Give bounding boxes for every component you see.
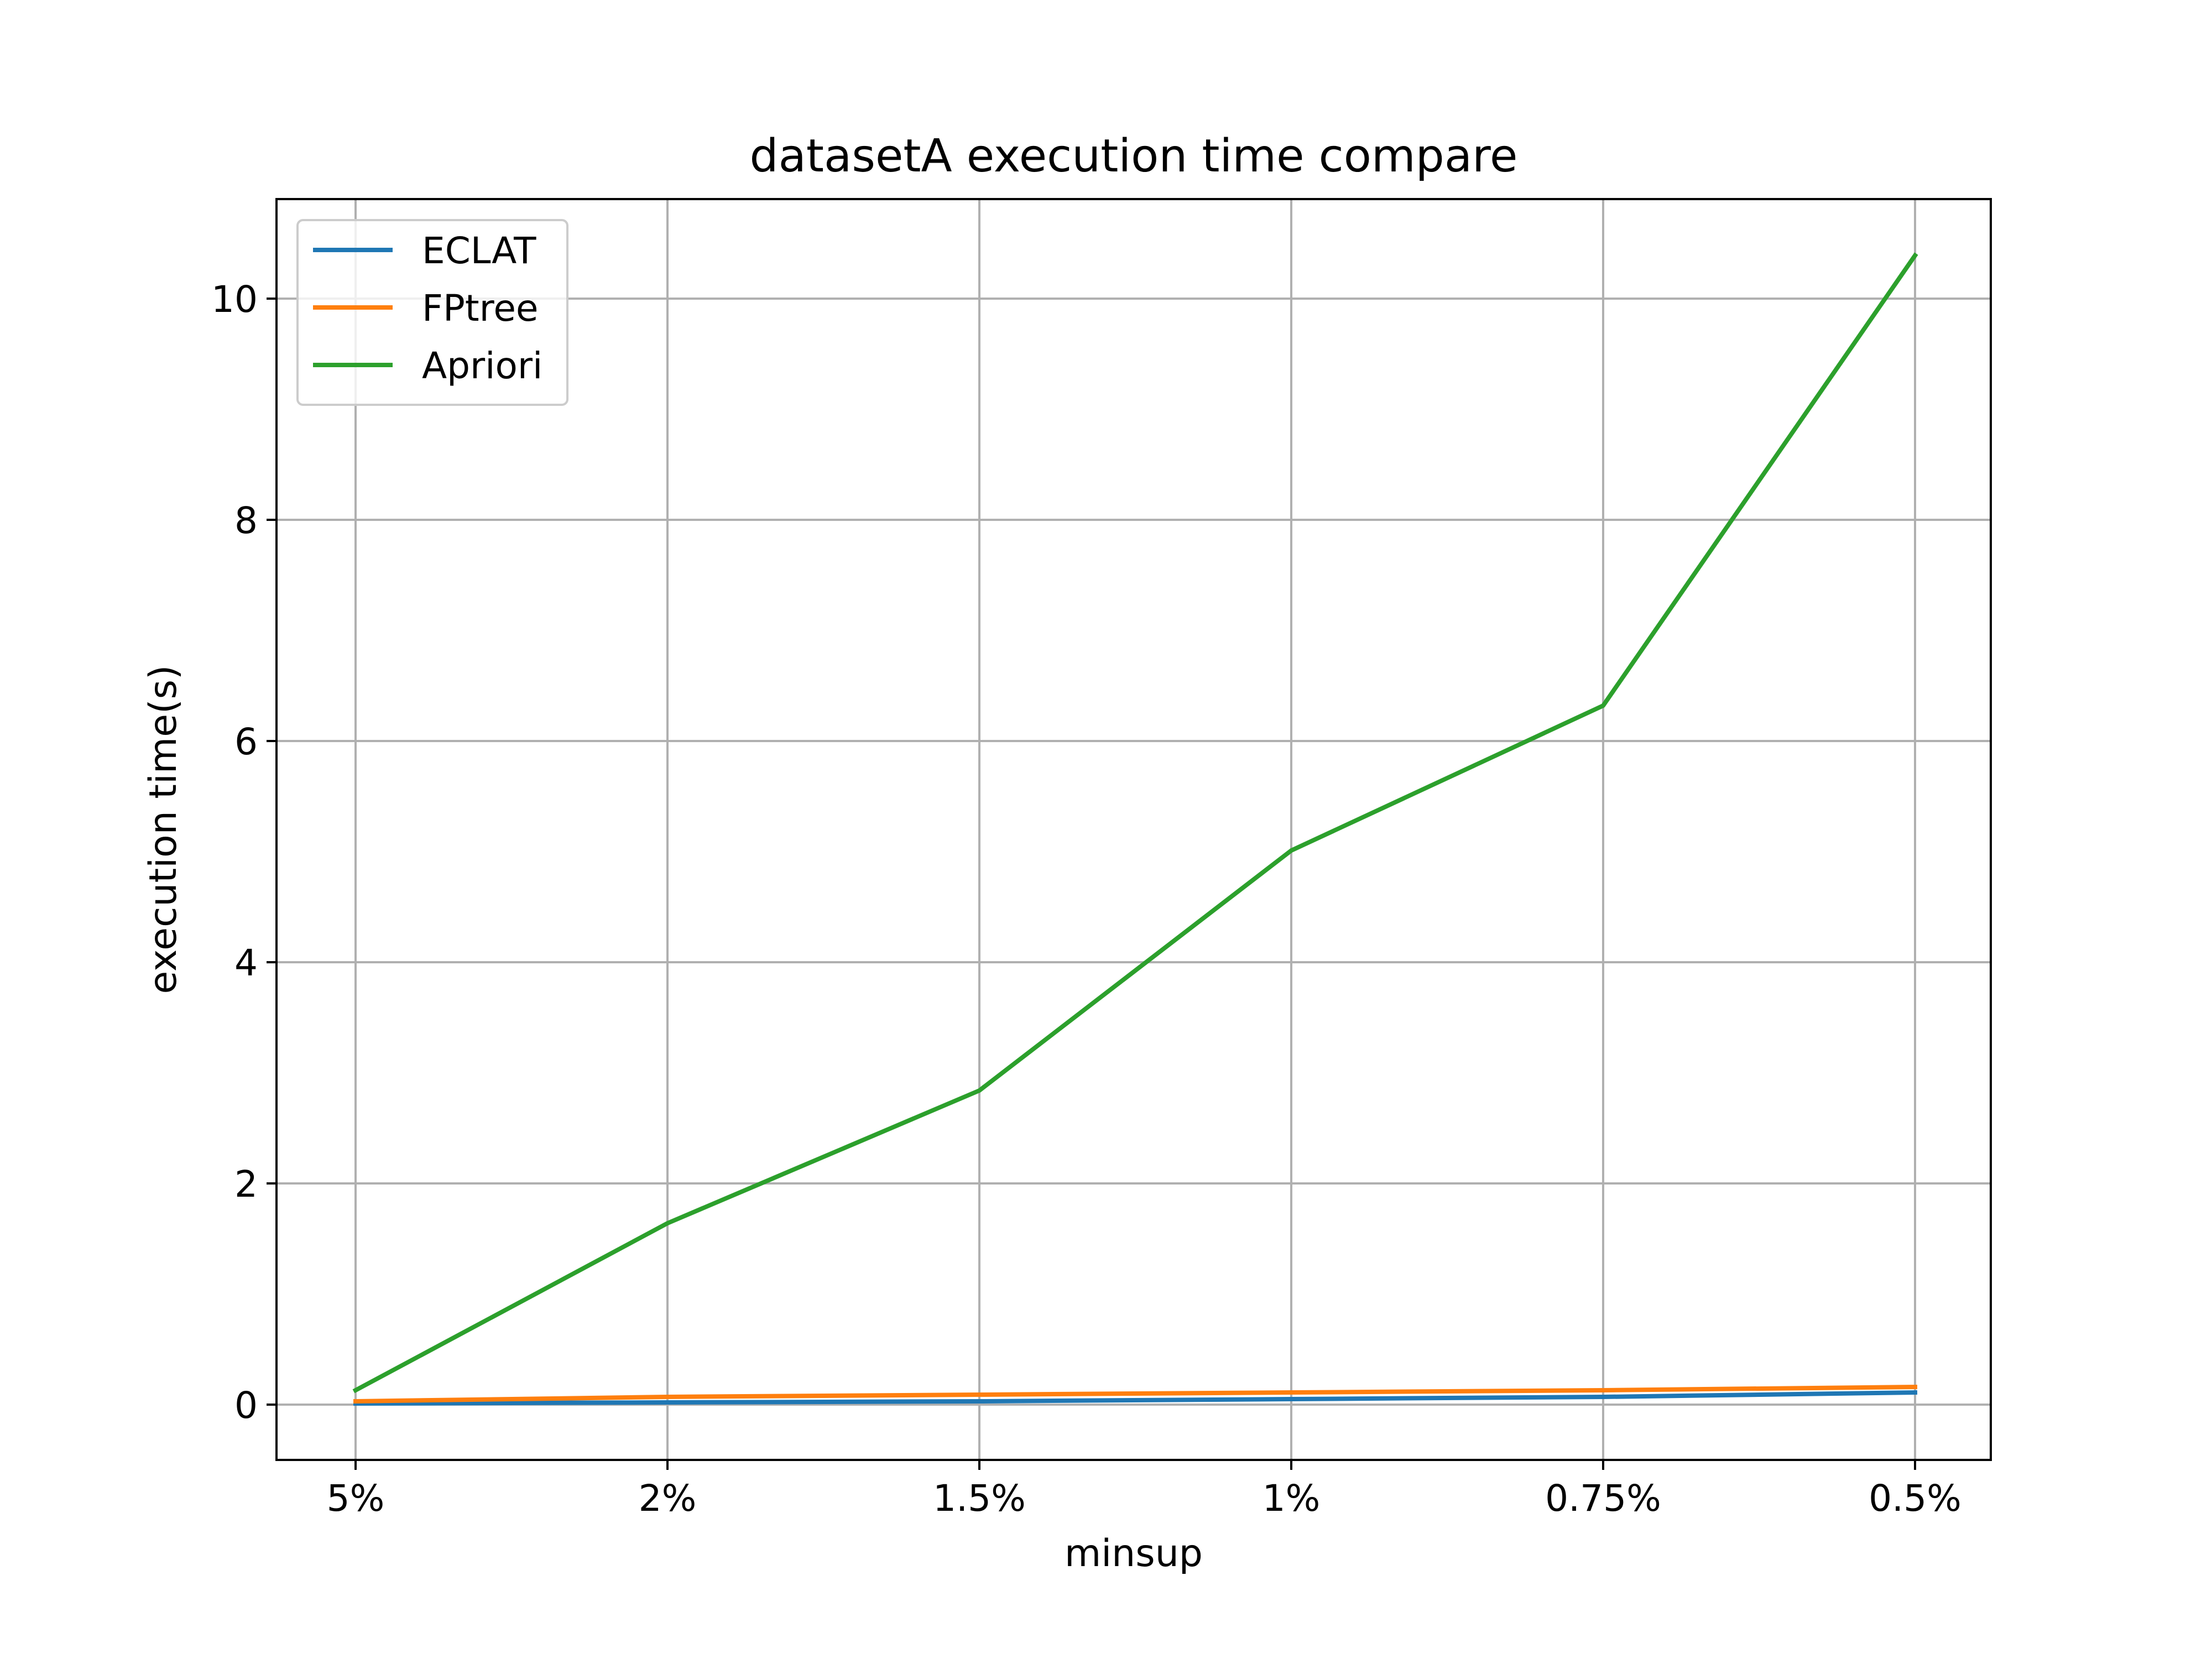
x-tick-label: 2%: [639, 1477, 697, 1520]
legend: ECLAT FPtree Apriori: [296, 219, 568, 406]
plot-area: [276, 199, 1991, 1460]
legend-label-eclat: ECLAT: [422, 229, 536, 272]
series-line-apriori: [352, 252, 1918, 1394]
chart-title: datasetA execution time compare: [750, 130, 1518, 182]
y-tick-label: 6: [234, 721, 258, 763]
x-axis-label: minsup: [1065, 1532, 1203, 1575]
y-axis-label: execution time(s): [142, 665, 185, 994]
y-tick-label: 8: [234, 499, 258, 542]
y-tick-label: 4: [234, 942, 258, 984]
ticks: 5% 2% 1.5% 1% 0.75% 0.5% 0 2 4 6 8 10: [211, 278, 1961, 1520]
legend-label-fptree: FPtree: [422, 287, 539, 330]
x-tick-label: 5%: [327, 1477, 385, 1520]
y-tick-label: 0: [234, 1384, 258, 1427]
grid: [276, 199, 1991, 1460]
x-tick-label: 1%: [1262, 1477, 1321, 1520]
legend-label-apriori: Apriori: [422, 345, 542, 387]
x-tick-label: 1.5%: [933, 1477, 1026, 1520]
x-tick-label: 0.5%: [1869, 1477, 1961, 1520]
x-tick-label: 0.75%: [1545, 1477, 1661, 1520]
legend-box: [296, 219, 568, 406]
series-line-fptree: [353, 1384, 1918, 1404]
y-tick-label: 2: [234, 1163, 258, 1206]
series-line-eclat: [353, 1390, 1918, 1406]
y-tick-label: 10: [211, 278, 258, 321]
plot-frame: [275, 198, 1992, 1461]
series-lines: [352, 252, 1918, 1406]
